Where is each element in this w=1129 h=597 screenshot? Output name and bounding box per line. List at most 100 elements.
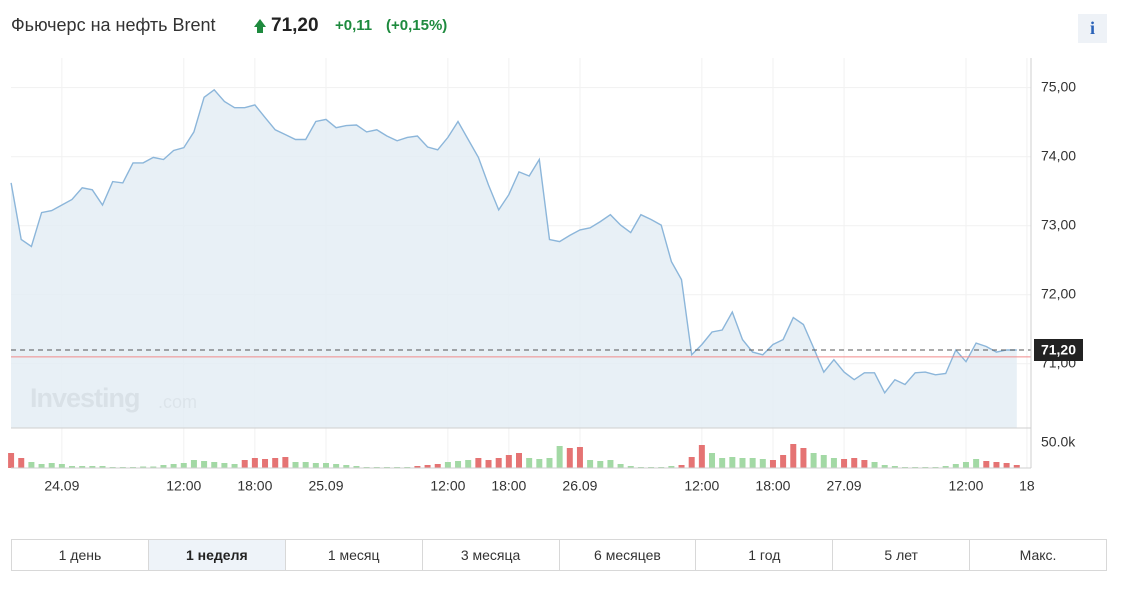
volume-bar bbox=[962, 462, 969, 468]
volume-bar bbox=[952, 464, 959, 468]
volume-bar bbox=[475, 458, 482, 468]
volume-bar bbox=[211, 462, 218, 468]
volume-bar bbox=[841, 459, 848, 468]
volume-bar bbox=[302, 462, 309, 468]
last-price-box bbox=[1034, 338, 1083, 361]
volume-bar bbox=[526, 458, 533, 468]
range-button[interactable]: Макс. bbox=[1019, 547, 1057, 563]
volume-bar bbox=[942, 466, 949, 468]
chart: Фьючерс на нефть Brent 71,20 +0,11 (+0,1… bbox=[8, 14, 1107, 494]
volume-bar bbox=[322, 463, 329, 468]
volume-bar bbox=[8, 453, 15, 468]
volume-bar bbox=[48, 463, 55, 468]
range-button[interactable]: 1 неделя bbox=[148, 540, 286, 570]
volume-bar bbox=[79, 466, 86, 468]
volume-bar bbox=[790, 444, 797, 468]
volume-bar bbox=[678, 465, 685, 468]
volume-bar bbox=[38, 464, 45, 468]
volume-bar bbox=[973, 459, 980, 468]
volume-bar bbox=[251, 458, 258, 468]
volume-bar bbox=[89, 466, 96, 468]
volume-bar bbox=[627, 466, 634, 468]
volume-bar bbox=[414, 466, 421, 468]
volume-bar bbox=[891, 466, 898, 468]
volume-bar bbox=[587, 460, 594, 468]
range-buttons: 1 день 1 неделя 1 месяц 3 месяца 6 месяцев 1 … bbox=[11, 539, 1107, 571]
volume-bar bbox=[353, 466, 360, 468]
volume-bar bbox=[719, 458, 726, 468]
change-pct: (+0,15%) bbox=[386, 17, 447, 34]
y-tick-label: 73,00 bbox=[1041, 216, 1076, 232]
volume-bar bbox=[698, 445, 705, 468]
volume-bar bbox=[221, 463, 228, 468]
price-line bbox=[10, 88, 1017, 395]
volume-bar bbox=[190, 460, 197, 468]
range-button[interactable]: 1 год bbox=[696, 540, 834, 570]
volume-bar bbox=[150, 466, 157, 468]
volume-bar bbox=[597, 461, 604, 468]
change: +0,11 bbox=[335, 17, 372, 34]
volume-bar bbox=[1003, 463, 1010, 468]
y-tick-label: 75,00 bbox=[1041, 78, 1076, 94]
volume-bar bbox=[465, 460, 472, 468]
x-tick-label: 26.09 bbox=[562, 478, 597, 494]
x-tick-label: 24.09 bbox=[44, 478, 79, 494]
volume-bar bbox=[709, 453, 716, 468]
x-tick-label: 12:00 bbox=[684, 478, 719, 494]
volume-bar bbox=[820, 455, 827, 468]
volume-bar bbox=[536, 459, 543, 468]
range-button[interactable]: 1 день bbox=[12, 540, 149, 570]
volume-bar bbox=[871, 462, 878, 468]
volume-bar bbox=[800, 448, 807, 468]
volume-bar bbox=[668, 466, 675, 468]
volume-bar bbox=[617, 464, 624, 468]
volume-bar bbox=[851, 458, 858, 468]
y-tick-label: 72,00 bbox=[1041, 285, 1076, 301]
volume-bar bbox=[434, 464, 441, 468]
range-button[interactable]: 6 месяцев bbox=[560, 540, 697, 570]
volume-bar bbox=[810, 453, 817, 468]
range-button[interactable]: 3 месяца bbox=[423, 540, 560, 570]
volume-bar bbox=[1013, 465, 1020, 468]
volume-bar bbox=[241, 460, 248, 468]
volume-bar bbox=[58, 464, 65, 468]
volume-bar bbox=[993, 462, 1000, 468]
volume-bar bbox=[769, 460, 776, 468]
volume-bar bbox=[170, 464, 177, 468]
volume-bar bbox=[749, 458, 756, 468]
volume-bar bbox=[759, 459, 766, 468]
volume-tick-label: 50.0k bbox=[1041, 434, 1076, 450]
x-tick-label: 25.09 bbox=[308, 478, 343, 494]
x-tick-label: 12:00 bbox=[430, 478, 465, 494]
volume-bar bbox=[455, 461, 462, 468]
volume-bar bbox=[201, 461, 208, 468]
volume-bar bbox=[495, 458, 502, 468]
area bbox=[11, 89, 1017, 429]
volume-bar bbox=[231, 464, 238, 468]
plot: 24.09 12:00 18:00 25.09 12:00 18:00 26.09 12:00… bbox=[8, 58, 1083, 494]
volume-bar bbox=[607, 460, 614, 468]
volume-bar bbox=[556, 446, 563, 468]
range-button[interactable]: 1 месяц bbox=[286, 540, 423, 570]
last-price-label: 71,20 bbox=[1041, 342, 1076, 358]
title: Фьючерс на нефть Brent bbox=[11, 15, 216, 35]
volume-bar bbox=[312, 463, 319, 468]
volume-bar bbox=[272, 458, 279, 468]
info-button[interactable] bbox=[1078, 14, 1107, 43]
volume-bar bbox=[861, 460, 868, 468]
info-icon[interactable]: i bbox=[1090, 18, 1095, 38]
volume-bar bbox=[729, 457, 736, 468]
volume-bar bbox=[333, 464, 340, 468]
x-tick-label: 12:00 bbox=[166, 478, 201, 494]
volume-bar bbox=[18, 458, 25, 468]
x-tick-label: 12:00 bbox=[948, 478, 983, 494]
volume-bar bbox=[444, 462, 451, 468]
range-button[interactable]: 5 лет bbox=[833, 540, 971, 570]
volume-bar bbox=[546, 458, 553, 468]
volume-bar bbox=[566, 448, 573, 468]
up-arrow bbox=[254, 19, 266, 33]
volume-bar bbox=[69, 466, 76, 468]
volume-bar bbox=[343, 465, 350, 468]
volume-bar bbox=[983, 461, 990, 468]
